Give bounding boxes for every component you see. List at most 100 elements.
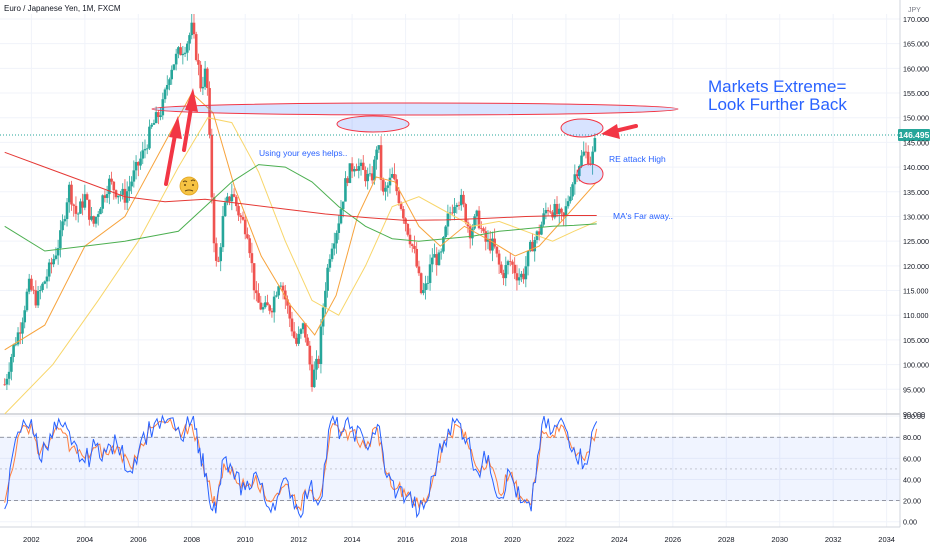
candle-down [32, 289, 35, 291]
candle-up [230, 194, 234, 202]
candle-down [237, 206, 240, 216]
candle-up [339, 209, 343, 224]
arrow-up-2[interactable] [182, 88, 198, 152]
candle-down [3, 384, 6, 386]
candle-up [150, 124, 153, 127]
candle-up [330, 248, 334, 260]
candle-down [243, 219, 247, 235]
candle-down [515, 273, 519, 281]
candle-down [560, 208, 563, 213]
candle-down [511, 261, 514, 265]
candle-up [384, 187, 387, 192]
candle-down [112, 181, 116, 191]
high-2022-ellipse[interactable] [560, 118, 604, 138]
candle-up [83, 194, 87, 208]
candle-up [165, 84, 169, 90]
candle-up [12, 344, 15, 357]
candle-down [402, 209, 405, 219]
candle-up [272, 296, 276, 313]
candle-up [263, 302, 267, 308]
candle-down [477, 210, 481, 229]
rsi-tick-label: 40.00 [903, 475, 921, 484]
candle-up [315, 358, 318, 370]
candle-down [350, 163, 354, 172]
candle-up [442, 237, 445, 252]
candle-up [145, 148, 149, 150]
candle-up [299, 329, 303, 334]
candle-up [163, 89, 167, 100]
candle-down [502, 272, 505, 279]
candle-down [208, 88, 211, 135]
candle-up [43, 281, 47, 284]
candle-down [546, 210, 550, 212]
candle-up [428, 264, 432, 283]
price-tick-label: 90.000 [903, 410, 925, 419]
candle-down [34, 290, 38, 306]
candle-down [228, 196, 231, 202]
candle-down [281, 285, 285, 291]
arrow-up-1[interactable] [164, 116, 182, 186]
headline-line-1: Markets Extreme= [708, 77, 846, 96]
candle-down [346, 178, 349, 183]
time-tick-label: 2010 [237, 535, 254, 544]
candle-down [562, 212, 565, 217]
candle-up [174, 53, 178, 65]
candle-up [7, 371, 11, 379]
candle-down [451, 212, 454, 214]
candle-up [591, 151, 594, 165]
candle-down [286, 299, 289, 306]
candle-down [355, 168, 358, 171]
annotations: Markets Extreme= Look Further Back Using… [151, 77, 847, 221]
rsi-axis-ticks: 100.00 80.00 60.00 40.00 20.00 0.00 [903, 412, 925, 527]
moving-average-red [4, 151, 597, 221]
candle-up [54, 255, 58, 259]
candle-down [248, 238, 251, 254]
candle-down [408, 234, 412, 245]
candle-up [353, 168, 356, 172]
price-tick-label: 135.000 [903, 188, 929, 197]
candle-down [500, 264, 503, 273]
candle-down [531, 241, 534, 252]
candle-up [319, 326, 323, 364]
moving-average-orange [4, 92, 598, 351]
candle-up [148, 126, 151, 149]
resistance-zone-ellipse[interactable] [151, 102, 679, 116]
candle-down [495, 246, 499, 254]
high-2014-ellipse[interactable] [336, 115, 410, 133]
candle-up [186, 43, 189, 53]
candle-up [486, 238, 490, 242]
candle-down [468, 226, 472, 239]
candle-up [533, 239, 537, 252]
candle-up [5, 378, 9, 385]
time-tick-label: 2004 [77, 535, 94, 544]
candle-up [25, 291, 29, 311]
candle-up [439, 251, 443, 253]
candle-up [277, 286, 280, 296]
candle-down [266, 302, 269, 306]
candle-up [359, 162, 363, 167]
candle-up [430, 257, 434, 265]
price-grid [0, 14, 900, 527]
candle-down [137, 162, 140, 166]
currency-label: JPY [908, 7, 921, 14]
candle-up [520, 273, 523, 278]
pullback-ellipse[interactable] [576, 163, 604, 185]
candle-up [573, 174, 577, 185]
candle-down [399, 203, 403, 210]
candle-up [94, 216, 98, 224]
candle-down [393, 174, 396, 180]
candle-down [551, 212, 554, 218]
candle-up [99, 208, 102, 215]
candle-up [141, 150, 145, 159]
candle-down [239, 215, 243, 218]
candle-up [335, 232, 338, 244]
rsi-tick-label: 60.00 [903, 454, 921, 463]
re-attack-note: RE attack High [609, 154, 666, 164]
candle-up [553, 203, 557, 218]
chart-title: Euro / Japanese Yen, 1M, FXCM [4, 4, 121, 13]
candle-up [459, 194, 463, 206]
candle-up [143, 149, 147, 151]
candle-up [297, 333, 300, 344]
rsi-tick-label: 80.00 [903, 433, 921, 442]
arrow-left[interactable] [601, 124, 638, 139]
